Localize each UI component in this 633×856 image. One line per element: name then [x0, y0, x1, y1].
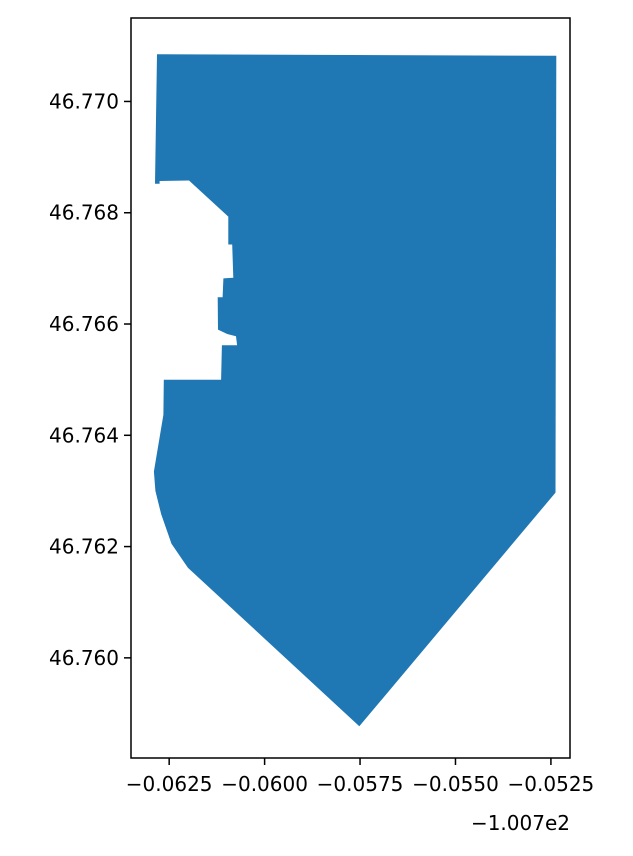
y-tick-label: 46.768: [49, 201, 119, 225]
y-tick-label: 46.762: [49, 535, 119, 559]
y-tick-label: 46.760: [49, 646, 119, 670]
y-tick-label: 46.764: [49, 423, 119, 447]
plot-area: [130, 17, 571, 759]
y-tick-label: 46.770: [49, 89, 119, 113]
y-axis: 46.760 46.762 46.764 46.766 46.768 46.770: [49, 89, 131, 670]
region-polygon: [153, 54, 557, 727]
x-tick-label: −0.0575: [317, 772, 404, 796]
x-axis-offset-label: −1.007e2: [471, 811, 570, 835]
x-tick-label: −0.0525: [508, 772, 595, 796]
axes-frame: [130, 17, 571, 759]
x-tick-label: −0.0625: [126, 772, 213, 796]
y-tick-label: 46.766: [49, 312, 119, 336]
x-axis: −0.0625 −0.0600 −0.0575 −0.0550 −0.0525: [126, 758, 594, 796]
x-tick-label: −0.0600: [221, 772, 308, 796]
x-tick-label: −0.0550: [412, 772, 499, 796]
